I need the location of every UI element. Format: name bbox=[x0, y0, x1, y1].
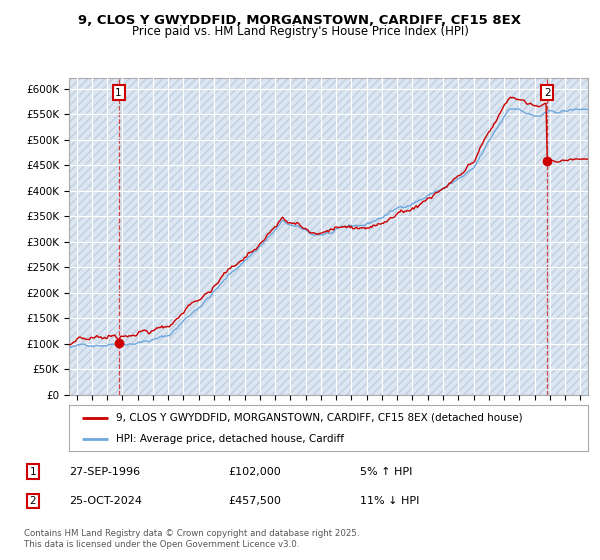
Text: 5% ↑ HPI: 5% ↑ HPI bbox=[360, 466, 412, 477]
Text: Contains HM Land Registry data © Crown copyright and database right 2025.
This d: Contains HM Land Registry data © Crown c… bbox=[24, 529, 359, 549]
Text: £457,500: £457,500 bbox=[228, 496, 281, 506]
Text: 1: 1 bbox=[29, 466, 37, 477]
Text: Price paid vs. HM Land Registry's House Price Index (HPI): Price paid vs. HM Land Registry's House … bbox=[131, 25, 469, 38]
Text: £102,000: £102,000 bbox=[228, 466, 281, 477]
Text: 9, CLOS Y GWYDDFID, MORGANSTOWN, CARDIFF, CF15 8EX (detached house): 9, CLOS Y GWYDDFID, MORGANSTOWN, CARDIFF… bbox=[116, 413, 523, 423]
Text: 1: 1 bbox=[115, 87, 122, 97]
Text: 27-SEP-1996: 27-SEP-1996 bbox=[69, 466, 140, 477]
Text: 2: 2 bbox=[544, 87, 550, 97]
Text: 2: 2 bbox=[29, 496, 37, 506]
Text: 25-OCT-2024: 25-OCT-2024 bbox=[69, 496, 142, 506]
Text: 9, CLOS Y GWYDDFID, MORGANSTOWN, CARDIFF, CF15 8EX: 9, CLOS Y GWYDDFID, MORGANSTOWN, CARDIFF… bbox=[79, 14, 521, 27]
Text: HPI: Average price, detached house, Cardiff: HPI: Average price, detached house, Card… bbox=[116, 435, 344, 444]
Text: 11% ↓ HPI: 11% ↓ HPI bbox=[360, 496, 419, 506]
